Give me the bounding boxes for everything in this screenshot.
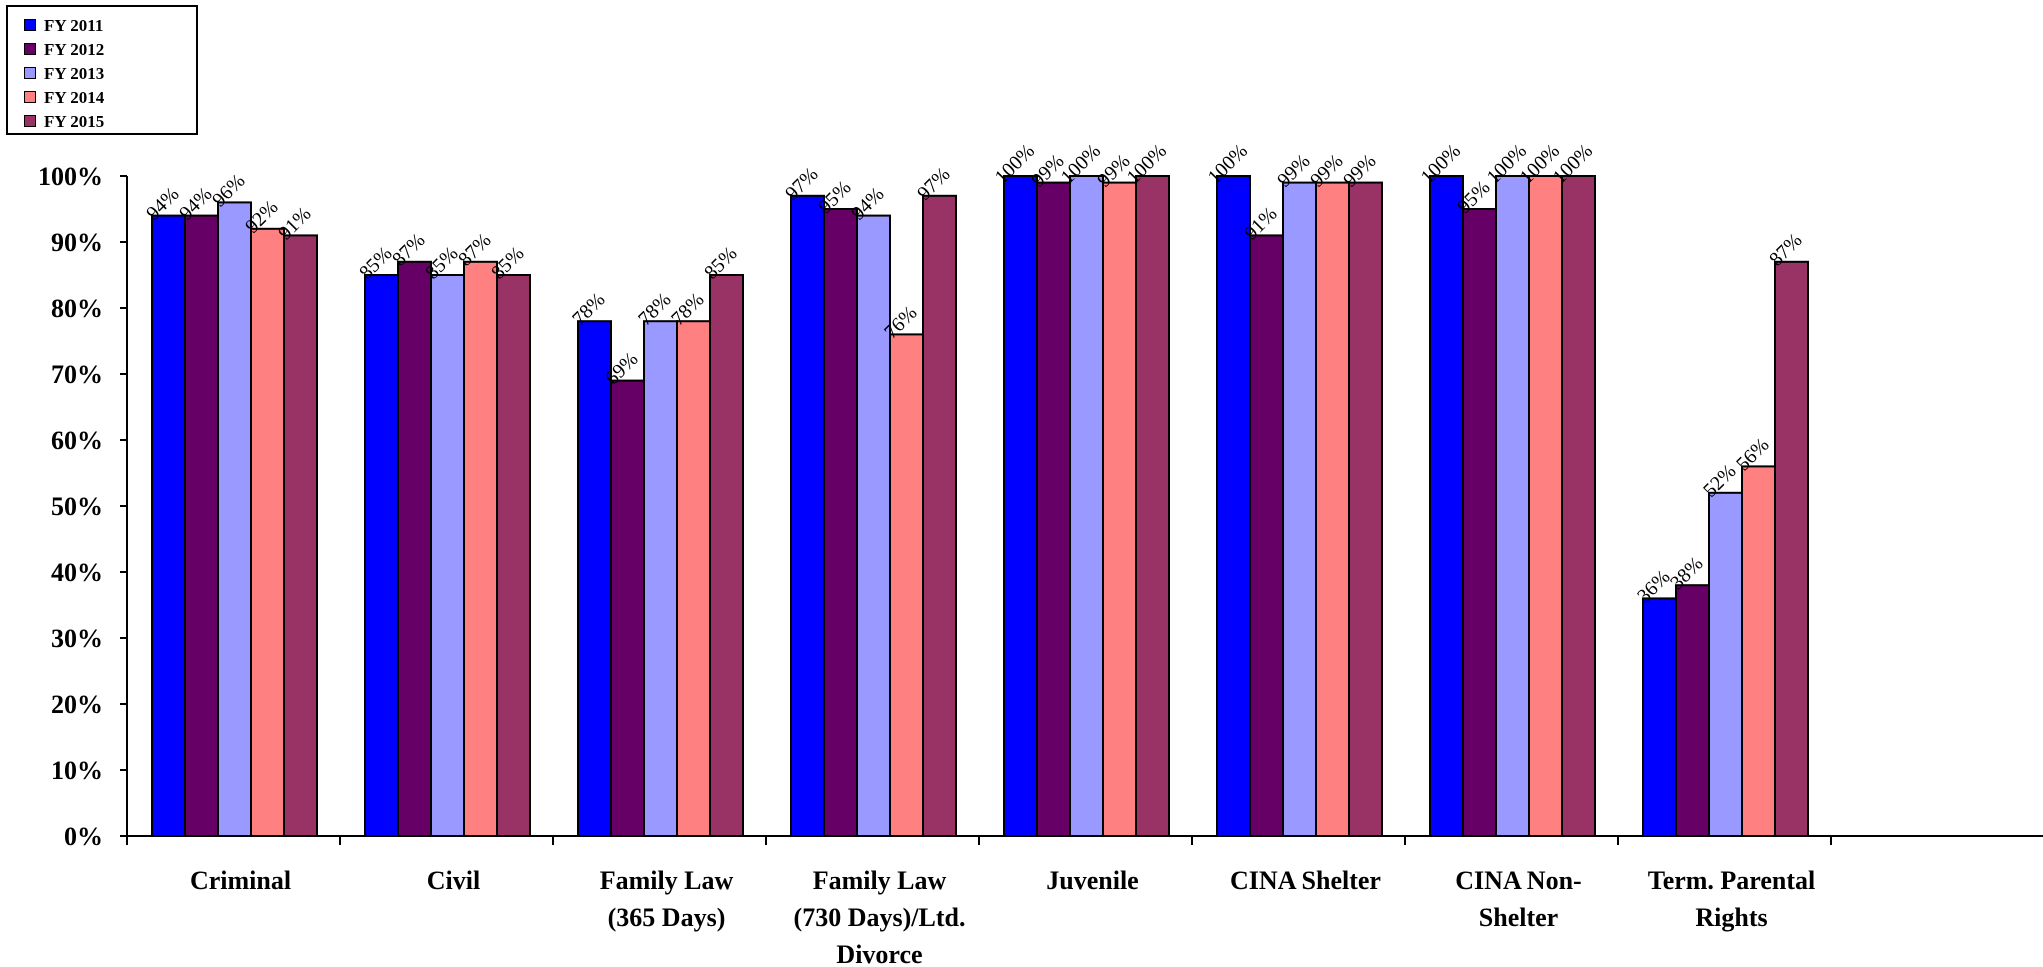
bar	[1774, 260, 1809, 837]
x-category-label: Family Law	[813, 866, 947, 895]
x-category-label: (730 Days)/Ltd.	[794, 903, 966, 932]
bar	[643, 320, 678, 837]
bar	[1282, 181, 1317, 838]
y-tick-label: 0%	[64, 822, 103, 851]
legend-swatch	[24, 43, 36, 55]
bar	[1741, 465, 1776, 837]
legend-label: FY 2014	[44, 88, 105, 107]
bar	[430, 274, 465, 837]
bar	[1249, 234, 1284, 837]
legend-label: FY 2011	[44, 16, 104, 35]
x-axis-categories: Criminal Civil Family Law (365 Days) Family …	[190, 866, 1815, 967]
x-category-label: (365 Days)	[608, 903, 726, 932]
bar	[1462, 208, 1497, 837]
bar	[397, 260, 432, 837]
bar	[1642, 597, 1677, 838]
bar	[1216, 175, 1251, 837]
x-category-label: Divorce	[836, 940, 922, 967]
legend-swatch	[24, 115, 36, 127]
bar	[1495, 175, 1530, 837]
x-category-label: CINA Non-	[1455, 866, 1581, 895]
x-category-label: Rights	[1695, 903, 1767, 932]
bar	[184, 214, 219, 838]
bar	[1036, 181, 1071, 838]
bar	[856, 214, 891, 838]
bar	[1003, 175, 1038, 837]
y-tick-label: 10%	[51, 756, 103, 785]
bar	[922, 194, 957, 838]
bar	[1429, 175, 1464, 837]
bar	[1348, 181, 1383, 838]
x-category-label: Shelter	[1479, 903, 1558, 932]
y-tick-label: 50%	[51, 492, 103, 521]
bar	[283, 234, 318, 837]
bar	[364, 274, 399, 837]
bar	[709, 274, 744, 837]
x-category-label: Juvenile	[1046, 866, 1138, 895]
y-tick-label: 80%	[51, 294, 103, 323]
x-category-label: Criminal	[190, 866, 291, 895]
legend-swatch	[24, 19, 36, 31]
bar	[790, 194, 825, 838]
bar	[577, 320, 612, 837]
bar	[496, 274, 531, 837]
bar	[610, 379, 645, 837]
x-category-label: Family Law	[600, 866, 734, 895]
bar	[1561, 175, 1596, 837]
legend-label: FY 2012	[44, 40, 105, 59]
bar	[1708, 491, 1743, 837]
bar	[151, 214, 186, 838]
bar	[250, 227, 285, 838]
y-tick-label: 90%	[51, 228, 103, 257]
x-category-label: Civil	[427, 866, 480, 895]
bar	[463, 260, 498, 837]
y-tick-label: 100%	[38, 162, 103, 191]
bar	[1315, 181, 1350, 838]
bar	[1135, 175, 1170, 837]
legend-label: FY 2013	[44, 64, 105, 83]
bars	[151, 175, 1809, 838]
bar	[1675, 584, 1710, 838]
bar	[889, 333, 924, 837]
y-tick-label: 20%	[51, 690, 103, 719]
y-tick-label: 60%	[51, 426, 103, 455]
bar	[1069, 175, 1104, 837]
bar	[217, 201, 252, 837]
y-tick-label: 40%	[51, 558, 103, 587]
bar	[823, 208, 858, 837]
y-axis-ticks: 0% 10% 20% 30% 40% 50% 60% 70% 80% 90% 100%	[38, 162, 127, 851]
legend-label: FY 2015	[44, 112, 105, 131]
y-tick-label: 30%	[51, 624, 103, 653]
x-category-label: CINA Shelter	[1230, 866, 1381, 895]
x-category-label: Term. Parental	[1648, 866, 1816, 895]
legend: FY 2011 FY 2012 FY 2013 FY 2014 FY 2015	[6, 5, 198, 135]
bar	[1102, 181, 1137, 838]
y-tick-label: 70%	[51, 360, 103, 389]
legend-swatch	[24, 67, 36, 79]
axes	[126, 176, 2043, 845]
bar	[676, 320, 711, 837]
legend-swatch	[24, 91, 36, 103]
bar	[1528, 175, 1563, 837]
